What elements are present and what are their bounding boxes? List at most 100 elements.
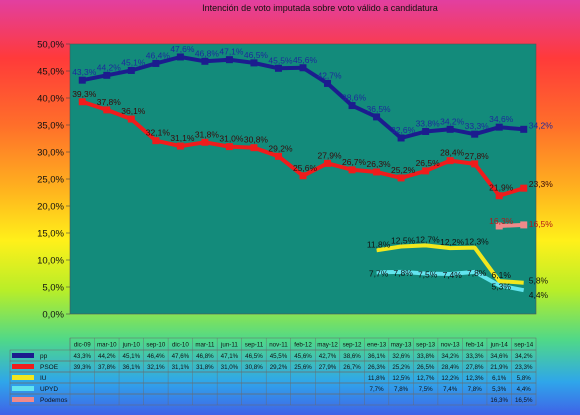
table-cell-pp: 34,2% [441,353,459,360]
table-cell-upyd: 5,3% [492,386,507,393]
table-cell-pp: 33,3% [466,353,484,360]
data-label-upyd: 5,3% [492,281,512,291]
data-label-upyd: 7,5% [418,270,438,280]
legend-label-podemos: Podemos [40,397,68,404]
table-cell-pp: 42,7% [319,353,337,360]
y-tick-label: 30,0% [37,148,64,159]
data-label-pp: 46,5% [244,50,269,60]
data-point-pp [225,56,233,64]
x-tick-label: mar-11 [195,342,215,349]
data-label-pp: 36,5% [367,104,392,114]
y-tick-label: 0,0% [42,310,64,321]
data-point-pp [422,127,430,135]
data-point-pp [103,71,111,79]
data-label-psoe: 31,1% [170,133,195,143]
table-cell-psoe: 31,0% [221,364,239,371]
legend-label-pp: pp [40,353,48,360]
table-cell-iu: 6,1% [492,375,507,382]
data-point-pp [201,57,209,65]
data-label-upyd: 7,7% [369,268,389,278]
table-cell-pp: 45,1% [123,353,141,360]
table-cell-podemos: 16,3% [490,397,508,404]
data-point-psoe [397,174,405,182]
table-cell-iu: 12,2% [441,375,459,382]
table-cell-psoe: 27,9% [319,364,337,371]
table-cell-psoe: 29,2% [270,364,288,371]
data-label-psoe: 28,4% [440,148,465,158]
table-cell-psoe: 25,6% [294,364,312,371]
data-label-pp: 45,5% [268,55,293,65]
data-label-iu: 12,2% [440,237,465,247]
data-point-psoe [520,184,528,192]
table-cell-psoe: 21,9% [490,364,508,371]
x-tick-label: mar-10 [97,342,117,349]
data-label-iu: 11,8% [367,239,391,249]
series-psoe: 39,3%37,8%36,1% 32,1%31,1% 31,8% 31,0% 30,8%… [72,89,553,200]
data-point-psoe [274,152,282,160]
y-tick-label: 25,0% [37,175,64,186]
data-label-upyd: 7,8% [393,268,413,278]
x-tick-label: jun-10 [122,342,141,349]
data-point-psoe [446,157,454,165]
table-cell-upyd: 4,4% [517,386,532,393]
data-label-psoe: 31,0% [219,134,244,144]
table-cell-psoe: 27,8% [466,364,484,371]
series-iu: 11,8% 12,5% 12,7% 12,2% 12,3% 6,1% 5,8% [367,234,549,285]
data-label-iu: 6,1% [492,270,512,280]
table-cell-podemos: 16,5% [515,397,533,404]
y-axis: 0,0% 5,0% 10,0% 15,0% 20,0% 25,0% 30,0% 35,0% 40… [37,40,70,321]
table-cell-psoe: 26,3% [368,364,386,371]
data-point-pp [299,64,307,72]
data-point-psoe [201,138,209,146]
x-tick-label: sep-13 [416,342,435,349]
table-cell-psoe: 26,5% [417,364,435,371]
x-tick-label: dic-09 [74,342,91,349]
table-cell-pp: 45,5% [270,353,288,360]
table-cell-psoe: 39,3% [73,364,91,371]
table-cell-psoe: 37,8% [98,364,116,371]
data-point-psoe [127,115,135,123]
table-cell-psoe: 31,1% [172,364,190,371]
data-label-pp: 33,3% [465,121,490,131]
data-label-psoe: 27,9% [317,150,342,160]
data-point-psoe [422,167,430,175]
data-label-pp: 44,2% [97,62,122,72]
x-tick-label: sep-12 [343,342,362,349]
data-label-iu: 12,5% [391,236,416,246]
table-cell-psoe: 28,4% [441,364,459,371]
data-label-pp: 45,1% [121,57,146,67]
y-tick-label: 45,0% [37,67,64,78]
table-cell-psoe: 32,1% [147,364,165,371]
table-cell-pp: 38,6% [343,353,361,360]
data-label-psoe: 27,8% [465,151,490,161]
data-label-pp: 47,6% [170,44,195,54]
series-line-podemos [499,222,524,228]
x-tick-label: jun-14 [490,342,509,349]
table-cell-psoe: 36,1% [123,364,141,371]
table-cell-pp: 44,2% [98,353,116,360]
data-point-psoe [176,142,184,150]
data-label-pp: 42,7% [317,70,342,80]
y-tick-label: 20,0% [37,202,64,213]
data-point-psoe [324,159,332,167]
data-label-pp: 38,6% [342,93,367,103]
table-cell-upyd: 7,8% [394,386,409,393]
legend-label-upyd: UPYD [40,386,58,393]
data-label-psoe: 21,9% [489,183,514,193]
data-label-psoe: 26,7% [342,157,367,167]
data-point-psoe [152,137,160,145]
data-label-pp: 43,3% [72,67,97,77]
data-label-iu: 12,7% [416,234,441,244]
table-cell-pp: 46,8% [196,353,214,360]
legend-label-iu: IU [40,375,47,382]
data-point-pp [348,102,356,110]
data-label-psoe: 29,2% [268,143,293,153]
data-label-psoe: 30,8% [244,135,269,145]
data-point-psoe [299,172,307,180]
table-cell-pp: 36,1% [368,353,386,360]
table-cell-upyd: 7,8% [468,386,483,393]
table-cell-iu: 12,7% [417,375,435,382]
x-tick-label: sep-10 [146,342,165,349]
data-label-pp: 32,6% [391,125,416,135]
